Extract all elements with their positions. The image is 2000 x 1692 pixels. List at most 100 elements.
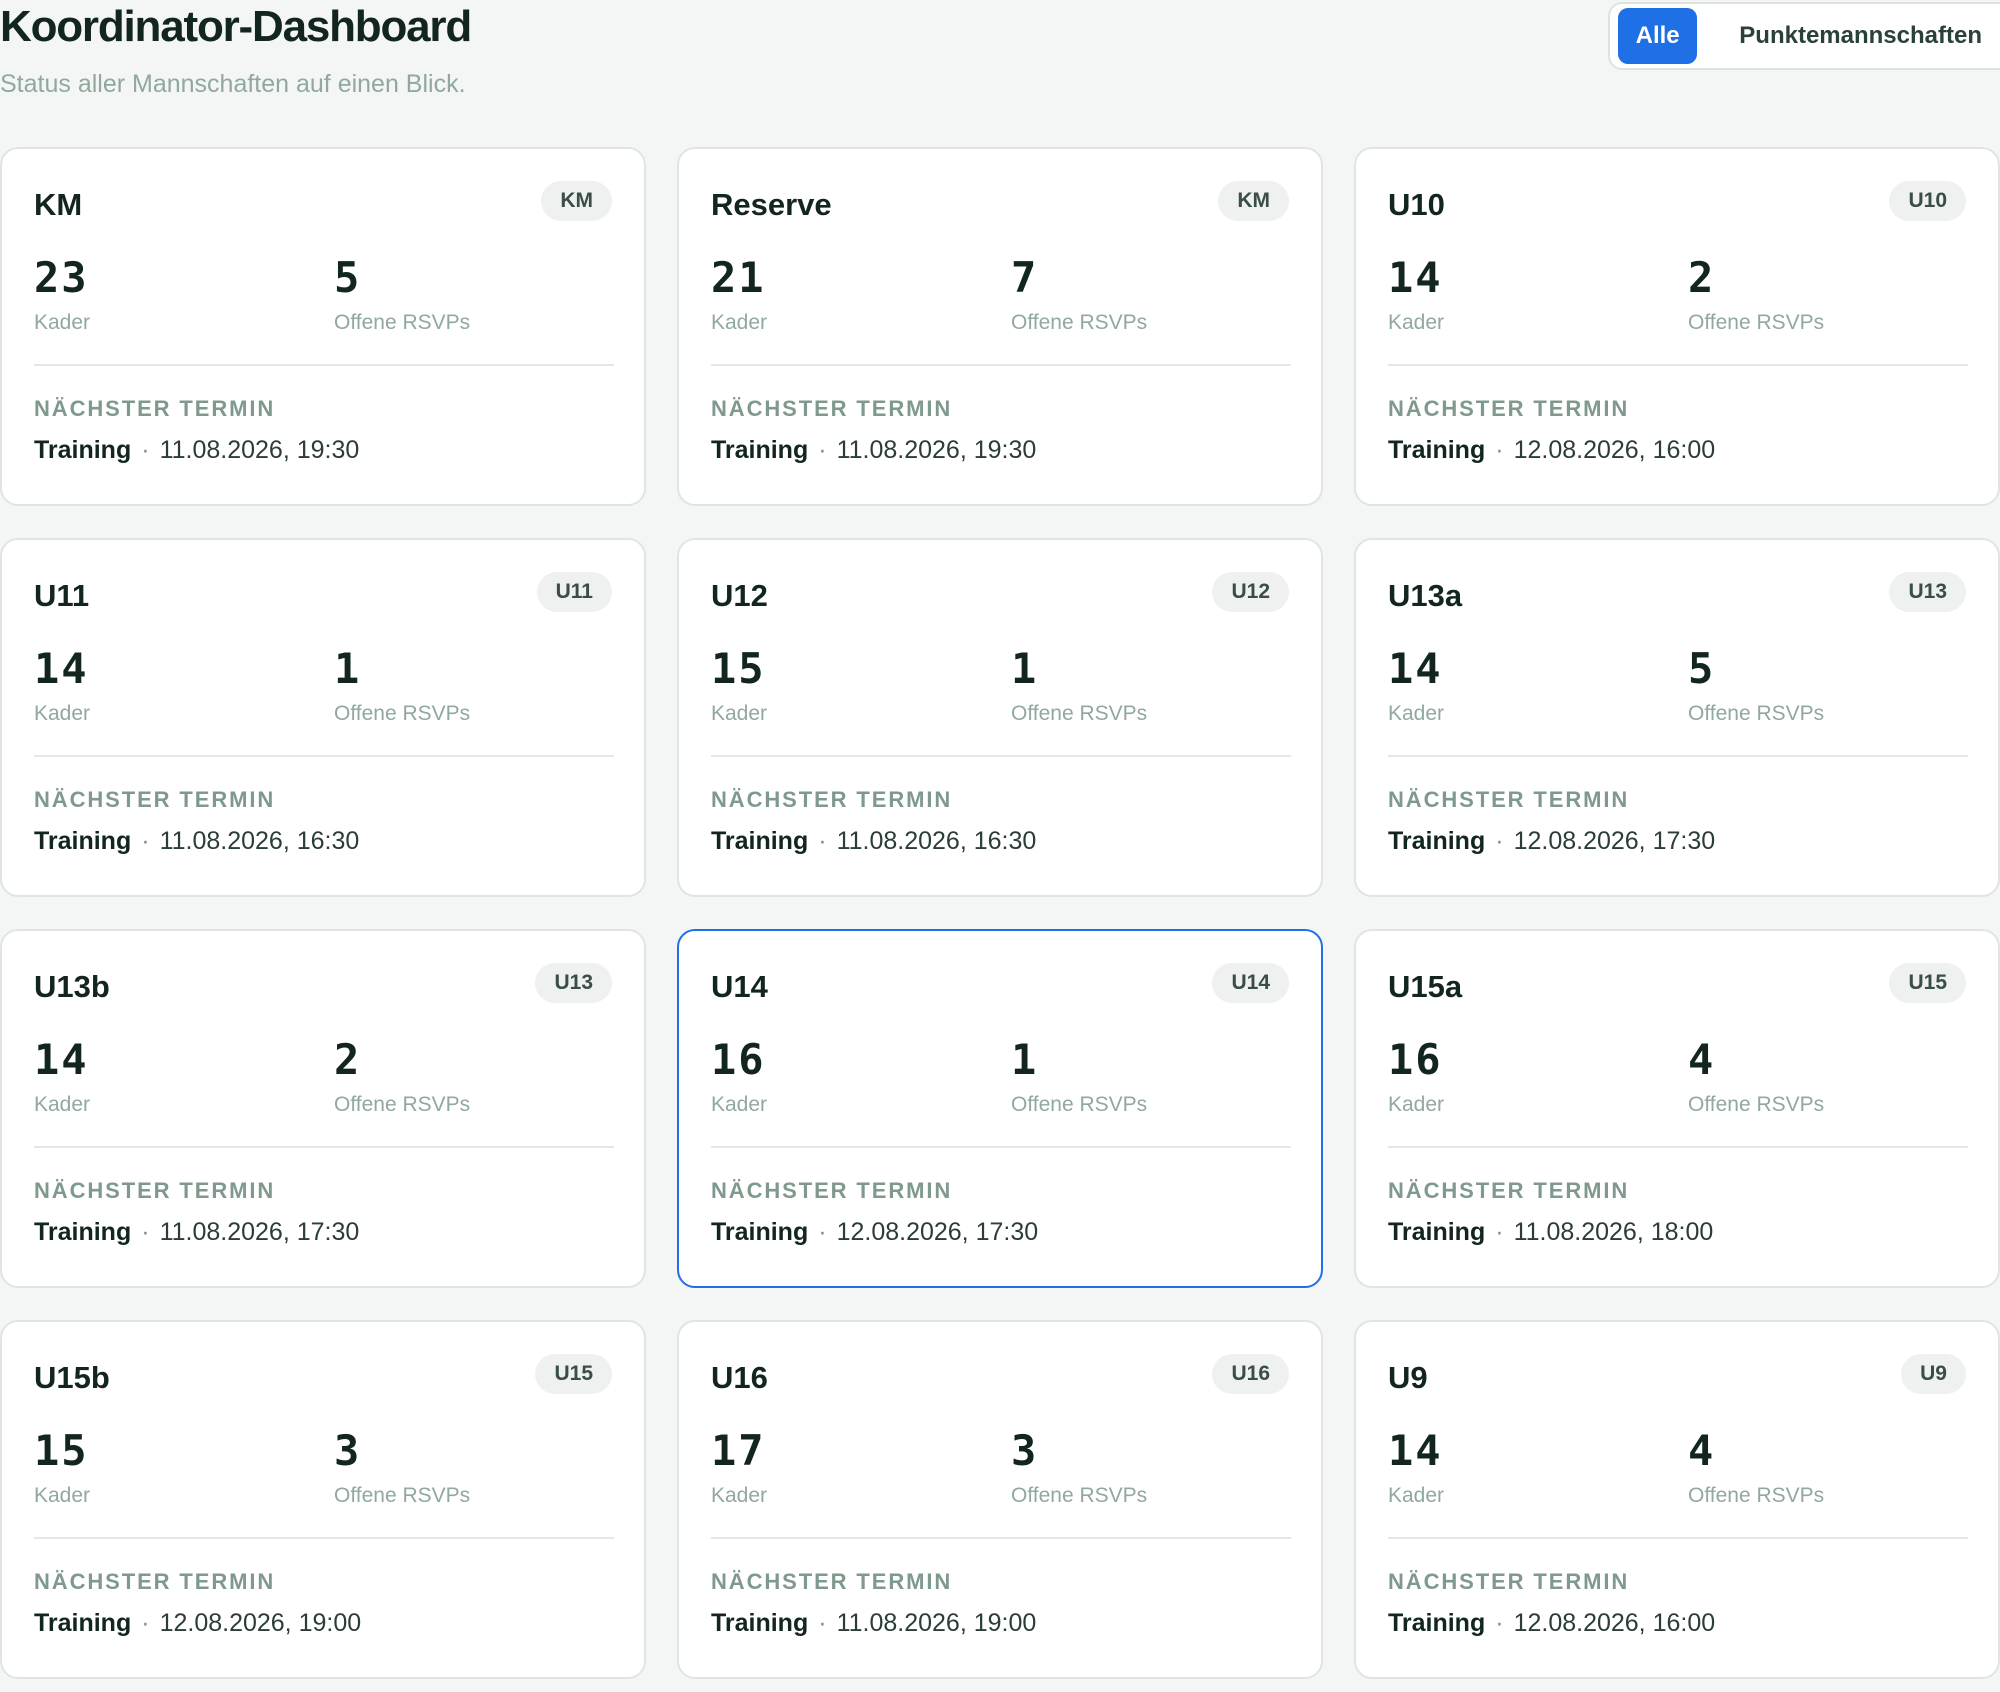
next-event-label: NÄCHSTER TERMIN [34, 396, 276, 421]
open-rsvps-stat: 4 Offene RSVPs [1688, 1035, 1824, 1118]
open-rsvps-count: 2 [1688, 253, 1716, 302]
next-event: Training · 12.08.2026, 17:30 [711, 1218, 1038, 1247]
team-card[interactable]: U11 U11 14 Kader 1 Offene RSVPs NÄCHSTER… [0, 538, 646, 897]
open-rsvps-stat: 7 Offene RSVPs [1011, 253, 1147, 336]
open-rsvps-count: 7 [1011, 253, 1039, 302]
card-divider [1388, 755, 1968, 757]
team-age-group-badge: U10 [1889, 181, 1966, 221]
event-separator: · [1495, 1218, 1504, 1246]
open-rsvps-stat: 2 Offene RSVPs [1688, 253, 1824, 336]
event-datetime: 12.08.2026, 16:00 [1513, 436, 1716, 464]
card-divider [34, 1146, 614, 1148]
next-event: Training · 11.08.2026, 19:30 [711, 436, 1036, 465]
open-rsvps-label: Offene RSVPs [1011, 311, 1148, 334]
next-event-label: NÄCHSTER TERMIN [711, 396, 953, 421]
kader-count: 14 [1388, 1426, 1443, 1475]
kader-count: 14 [34, 1035, 89, 1084]
team-name: U10 [1388, 187, 1445, 222]
event-separator: · [818, 436, 827, 464]
next-event: Training · 11.08.2026, 19:00 [711, 1609, 1036, 1638]
team-age-group-badge: U11 [536, 572, 612, 612]
event-type: Training [1388, 1218, 1486, 1246]
kader-count: 23 [34, 253, 89, 302]
next-event-label: NÄCHSTER TERMIN [34, 1178, 276, 1203]
next-event-label: NÄCHSTER TERMIN [1388, 787, 1630, 812]
open-rsvps-count: 3 [1011, 1426, 1039, 1475]
event-datetime: 11.08.2026, 17:30 [159, 1218, 360, 1246]
next-event-label: NÄCHSTER TERMIN [34, 787, 276, 812]
team-card[interactable]: U16 U16 17 Kader 3 Offene RSVPs NÄCHSTER… [677, 1320, 1323, 1679]
event-type: Training [711, 1218, 809, 1246]
kader-count: 16 [711, 1035, 766, 1084]
card-divider [34, 755, 614, 757]
next-event-label: NÄCHSTER TERMIN [1388, 1178, 1630, 1203]
kader-label: Kader [711, 311, 768, 334]
team-card[interactable]: U10 U10 14 Kader 2 Offene RSVPs NÄCHSTER… [1354, 147, 2000, 506]
team-age-group-badge: U16 [1212, 1354, 1289, 1394]
card-divider [711, 364, 1291, 366]
event-type: Training [711, 436, 809, 464]
kader-label: Kader [1388, 1093, 1445, 1116]
open-rsvps-stat: 5 Offene RSVPs [334, 253, 470, 336]
team-age-group-badge: KM [541, 181, 612, 221]
team-age-group-badge: U9 [1901, 1354, 1966, 1394]
event-datetime: 11.08.2026, 18:00 [1513, 1218, 1714, 1246]
kader-label: Kader [34, 702, 91, 725]
event-datetime: 11.08.2026, 16:30 [159, 827, 360, 855]
open-rsvps-count: 4 [1688, 1426, 1716, 1475]
open-rsvps-stat: 1 Offene RSVPs [334, 644, 470, 727]
team-age-group-badge: U15 [535, 1354, 612, 1394]
kader-stat: 21 Kader [711, 253, 767, 336]
team-age-group-badge: U13 [1889, 572, 1966, 612]
open-rsvps-count: 5 [334, 253, 362, 302]
kader-stat: 15 Kader [711, 644, 767, 727]
kader-label: Kader [34, 311, 91, 334]
event-separator: · [1495, 1609, 1504, 1637]
kader-stat: 17 Kader [711, 1426, 767, 1509]
kader-stat: 14 Kader [1388, 253, 1444, 336]
kader-stat: 16 Kader [1388, 1035, 1444, 1118]
kader-label: Kader [711, 702, 768, 725]
next-event: Training · 11.08.2026, 16:30 [711, 827, 1036, 856]
team-card[interactable]: U9 U9 14 Kader 4 Offene RSVPs NÄCHSTER T… [1354, 1320, 2000, 1679]
team-card[interactable]: U15a U15 16 Kader 4 Offene RSVPs NÄCHSTE… [1354, 929, 2000, 1288]
filter-all-button[interactable]: Alle [1618, 8, 1698, 64]
next-event-label: NÄCHSTER TERMIN [711, 787, 953, 812]
open-rsvps-count: 3 [334, 1426, 362, 1475]
event-separator: · [141, 436, 150, 464]
team-card[interactable]: U13a U13 14 Kader 5 Offene RSVPs NÄCHSTE… [1354, 538, 2000, 897]
filter-punktemannschaften-button[interactable]: Punktemannschaften [1721, 8, 2000, 64]
team-card[interactable]: U12 U12 15 Kader 1 Offene RSVPs NÄCHSTER… [677, 538, 1323, 897]
card-divider [34, 1537, 614, 1539]
event-type: Training [1388, 827, 1486, 855]
next-event: Training · 11.08.2026, 19:30 [34, 436, 359, 465]
team-filter: Alle Punktemannschaften [1608, 2, 2000, 70]
event-type: Training [711, 1609, 809, 1637]
open-rsvps-label: Offene RSVPs [1688, 1093, 1825, 1116]
kader-label: Kader [1388, 1484, 1445, 1507]
team-card[interactable]: U15b U15 15 Kader 3 Offene RSVPs NÄCHSTE… [0, 1320, 646, 1679]
open-rsvps-label: Offene RSVPs [334, 1484, 471, 1507]
team-card[interactable]: Reserve KM 21 Kader 7 Offene RSVPs NÄCHS… [677, 147, 1323, 506]
event-datetime: 11.08.2026, 19:00 [836, 1609, 1037, 1637]
team-name: U16 [711, 1360, 768, 1395]
event-separator: · [818, 827, 827, 855]
team-card[interactable]: U13b U13 14 Kader 2 Offene RSVPs NÄCHSTE… [0, 929, 646, 1288]
kader-stat: 14 Kader [1388, 644, 1444, 727]
event-separator: · [818, 1218, 827, 1246]
card-divider [711, 755, 1291, 757]
event-separator: · [1495, 436, 1504, 464]
team-card[interactable]: KM KM 23 Kader 5 Offene RSVPs NÄCHSTER T… [0, 147, 646, 506]
open-rsvps-label: Offene RSVPs [1011, 1484, 1148, 1507]
next-event: Training · 12.08.2026, 17:30 [1388, 827, 1715, 856]
next-event-label: NÄCHSTER TERMIN [711, 1569, 953, 1594]
team-name: KM [34, 187, 83, 222]
team-age-group-badge: U14 [1212, 963, 1289, 1003]
next-event: Training · 11.08.2026, 17:30 [34, 1218, 359, 1247]
team-card[interactable]: U14 U14 16 Kader 1 Offene RSVPs NÄCHSTER… [677, 929, 1323, 1288]
open-rsvps-stat: 3 Offene RSVPs [334, 1426, 470, 1509]
team-name: U15a [1388, 969, 1463, 1004]
kader-label: Kader [1388, 702, 1445, 725]
next-event-label: NÄCHSTER TERMIN [711, 1178, 953, 1203]
card-divider [711, 1146, 1291, 1148]
